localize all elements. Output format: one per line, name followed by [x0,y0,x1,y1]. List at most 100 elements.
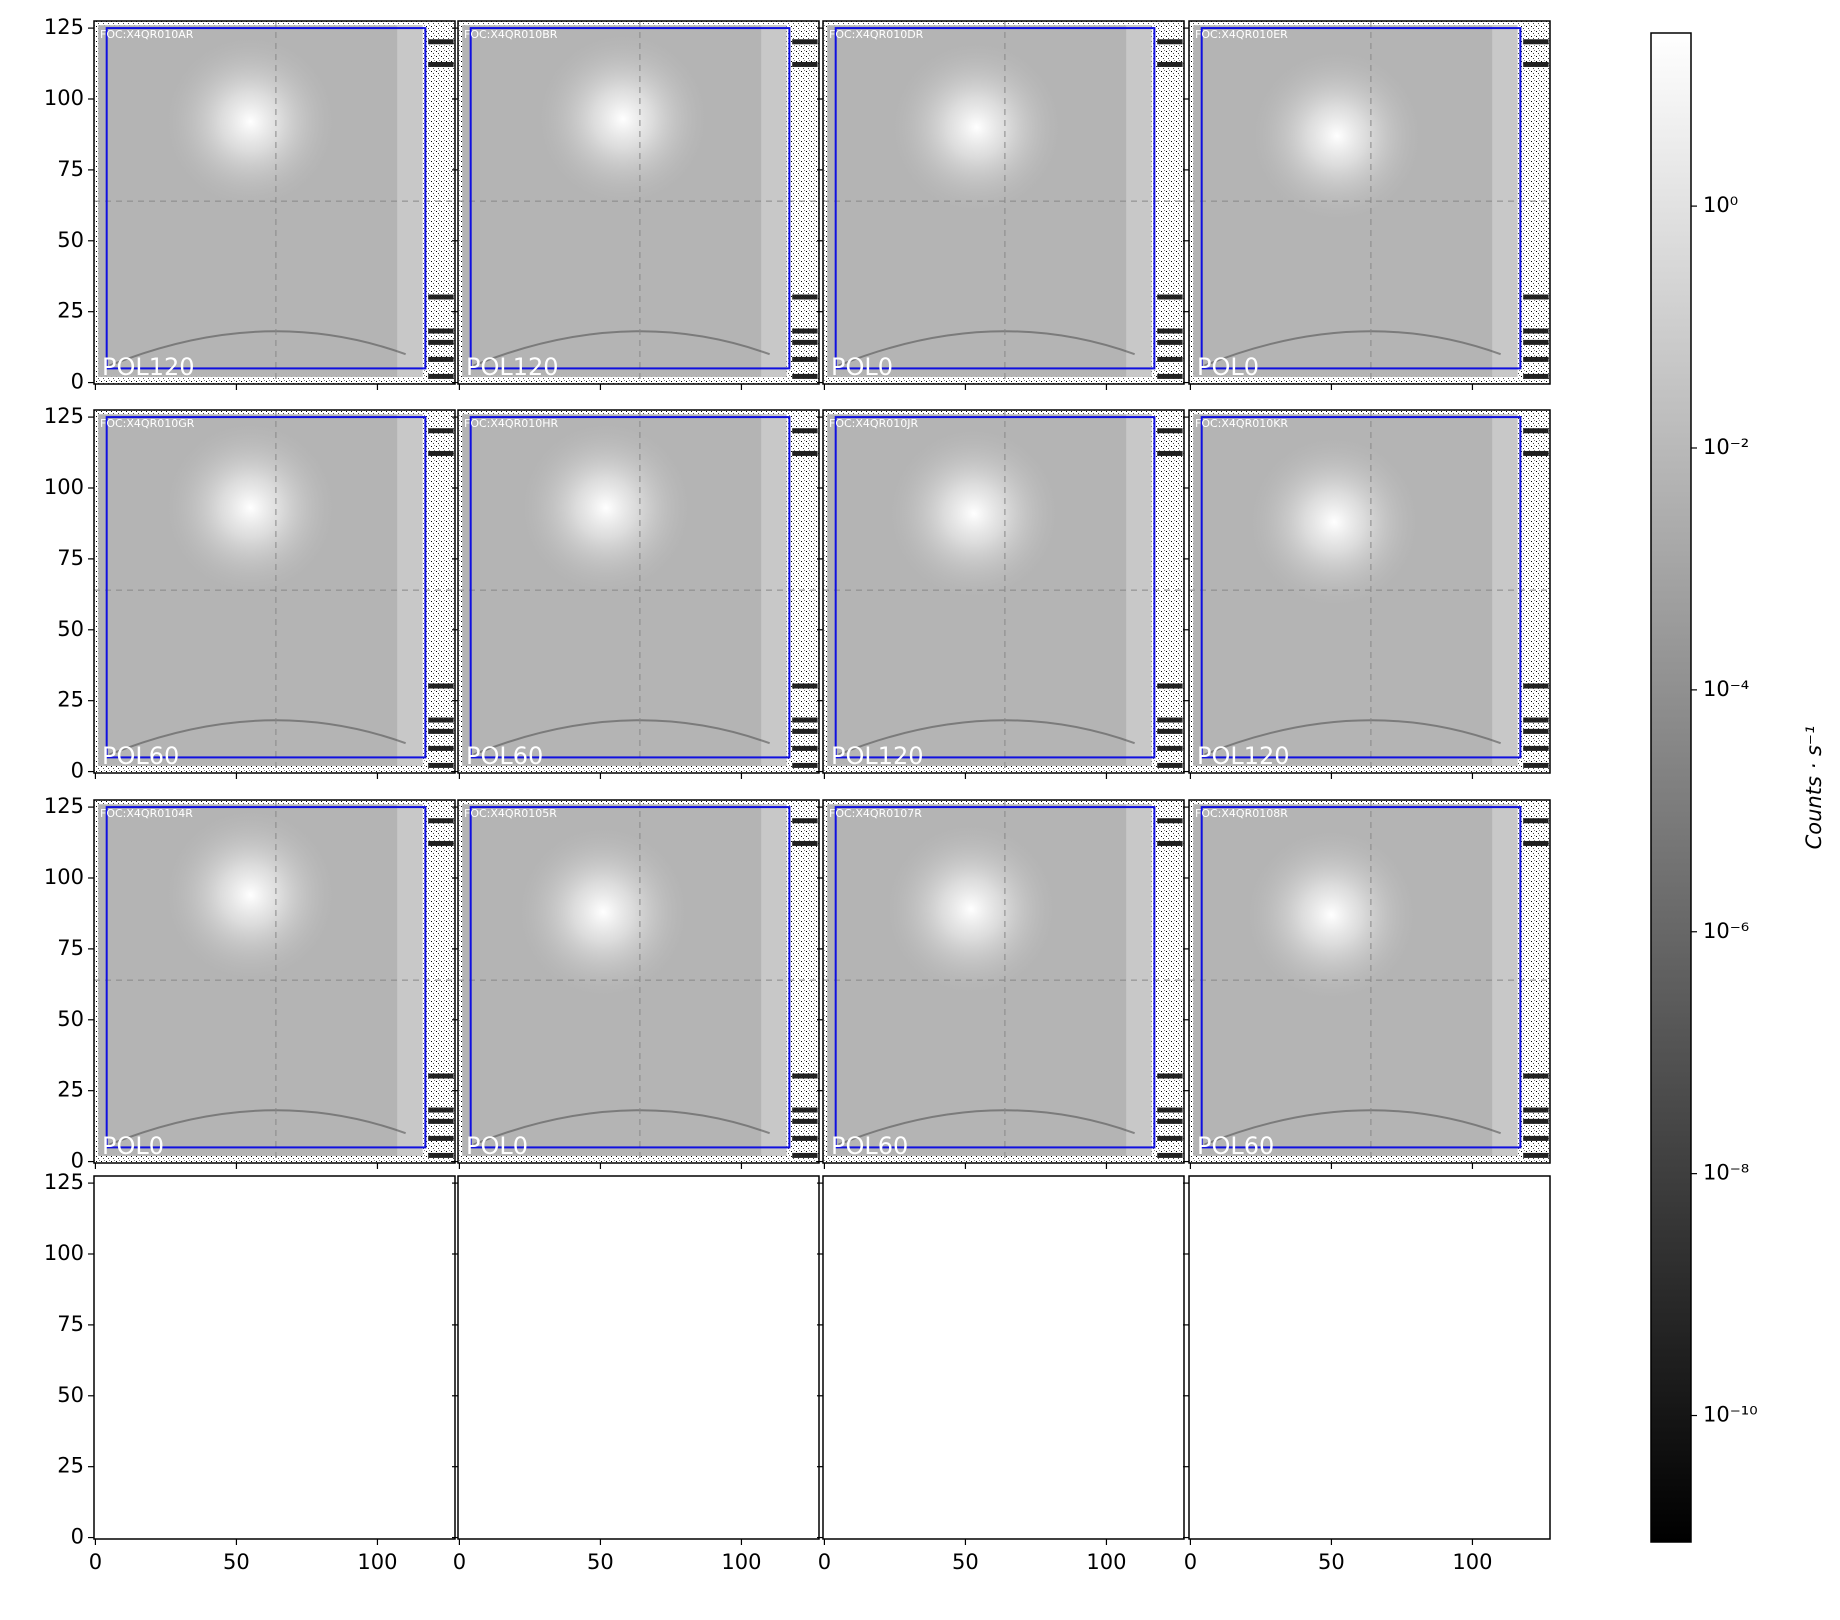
bad-row [1523,328,1549,334]
bad-row [792,39,818,45]
region-box [1200,416,1522,759]
bad-row [792,762,818,768]
bad-row [1157,1135,1183,1141]
y-tick-label: 100 [44,475,84,499]
star-glow [165,422,336,593]
colorbar-tick-label: 10⁰ [1703,193,1738,217]
bad-row [428,373,454,379]
panel-title: FOC:X4QR0104R [100,807,193,820]
region-box [834,27,1156,370]
panel-label: POL0 [1197,353,1259,381]
panel-title: FOC:X4QR010GR [100,417,195,430]
bad-row [792,294,818,300]
x-tick-label: 50 [587,1550,614,1574]
arc-feature [1204,1109,1501,1146]
y-tick-label: 25 [57,299,84,323]
bad-row [1157,339,1183,345]
bad-row [1523,728,1549,734]
axes-frame [1188,20,1551,385]
panel-title: FOC:X4QR010AR [100,28,194,41]
panel-title: FOC:X4QR010DR [829,28,924,41]
colorbar-tick-label: 10⁻⁸ [1703,1161,1749,1185]
axes-frame [457,799,820,1164]
bad-row [1523,717,1549,723]
panel: FOC:X4QR010HR POL60 [452,409,820,779]
bad-row [428,818,454,824]
bad-row [792,339,818,345]
arc-feature [109,719,406,756]
panel: 0 50 100 [817,1175,1185,1574]
y-tick-label: 25 [57,1454,84,1478]
colorbar-tick-label: 10⁻² [1703,435,1749,459]
arc-feature [473,719,770,756]
axes-frame [822,799,1185,1164]
axes-frame [457,409,820,774]
panel: FOC:X4QR010DR POL0 [817,20,1185,390]
bad-row [792,840,818,846]
bad-row [1523,762,1549,768]
panel: 0 50 100 [452,1175,820,1574]
bad-row [1157,1152,1183,1158]
region-box [105,27,427,370]
y-tick-label: 100 [44,1241,84,1265]
bad-row [792,428,818,434]
arc-feature [838,719,1135,756]
bad-row [428,1152,454,1158]
star-glow [1246,829,1417,1000]
y-tick-label: 50 [57,617,84,641]
star-glow [165,809,336,981]
panel: FOC:X4QR010GR POL60 0 25 50 75 100 125 [44,404,456,783]
panel-title: FOC:X4QR010JR [829,417,918,430]
bad-row [1157,745,1183,751]
y-tick-label: 75 [57,157,84,181]
bad-row [428,717,454,723]
panel-title: FOC:X4QR0108R [1195,807,1288,820]
y-tick-label: 25 [57,688,84,712]
star-glow [165,36,336,207]
x-tick-label: 100 [721,1550,761,1574]
y-tick-label: 50 [57,228,84,252]
panel: 0 50 100 [1183,1175,1551,1574]
bad-row [428,294,454,300]
axes-frame [457,20,820,385]
bad-row [1523,840,1549,846]
bad-row [428,1073,454,1079]
region-box [1200,806,1522,1149]
bad-row [792,328,818,334]
axes-frame [822,1175,1185,1540]
star-glow [886,824,1056,995]
panel: 0 25 50 75 100 125 0 50 100 [44,1170,456,1574]
bad-row [1523,1135,1549,1141]
bad-row [428,1107,454,1113]
colorbar-label: Counts · s⁻¹ [1802,726,1826,850]
bad-row [1157,1107,1183,1113]
x-tick-label: 0 [453,1550,466,1574]
bad-row [1157,728,1183,734]
bad-row [1157,373,1183,379]
axes-frame [457,1175,820,1540]
panel: FOC:X4QR0105R POL0 [452,799,820,1169]
bad-row [1523,356,1549,362]
panel-label: POL60 [1197,1132,1274,1160]
bad-row [1157,61,1183,67]
arc-feature [1204,719,1501,756]
x-tick-label: 50 [952,1550,979,1574]
panel-label: POL120 [102,353,195,381]
panel: FOC:X4QR0108R POL60 [1183,799,1551,1169]
panel: FOC:X4QR010BR POL120 [452,20,820,390]
bad-row [1157,428,1183,434]
axes-frame [822,20,1185,385]
x-tick-label: 0 [89,1550,102,1574]
x-tick-label: 50 [1318,1550,1345,1574]
bad-row [1157,356,1183,362]
bad-row [792,61,818,67]
region-box [1200,27,1522,370]
region-box [105,416,427,759]
bad-row [428,61,454,67]
colorbar-tick-label: 10⁻⁴ [1703,677,1749,701]
arc-feature [838,1109,1135,1146]
axes-frame [93,20,456,385]
bad-row [428,745,454,751]
panel-label: POL120 [831,742,924,770]
